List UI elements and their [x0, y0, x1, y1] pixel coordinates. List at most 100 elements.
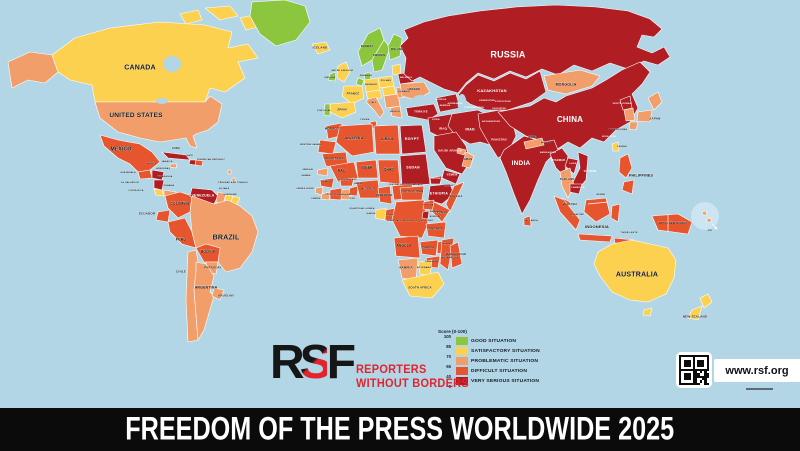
country-niger	[355, 159, 379, 179]
central-asia	[457, 70, 547, 111]
country-cambodia	[569, 183, 583, 195]
japan-hokkaido	[647, 91, 663, 111]
baltic-states	[391, 63, 402, 76]
alpine-region	[365, 89, 383, 100]
country-angola	[393, 235, 421, 259]
fine-print-text	[746, 388, 773, 391]
rsf-letter: R	[270, 336, 305, 389]
country-united-kingdom	[336, 61, 351, 83]
legend-scale-ticks: 100 85 70 55 40 0	[438, 334, 453, 389]
country-western-sahara	[317, 139, 337, 155]
border-borneo	[587, 201, 609, 205]
country-burkina-faso	[339, 177, 355, 187]
country-gabon	[374, 207, 387, 221]
poster-title: FREEDOM OF THE PRESS WORLDWIDE 2025	[125, 411, 675, 447]
country-laos	[564, 157, 579, 175]
fiji-islands	[706, 217, 712, 223]
legend-swatch-problematic	[456, 356, 468, 366]
country-ireland	[327, 71, 337, 82]
legend-label: VERY SERIOUS SITUATION	[471, 378, 540, 384]
country-yemen	[441, 169, 461, 185]
legend: Score (0-100) 100 85 70 55 40 0 GOOD SITUATIO…	[438, 329, 578, 389]
qr-code	[676, 352, 712, 388]
country-brazil	[189, 195, 259, 273]
legend-tick: 0	[448, 384, 451, 389]
legend-tick: 85	[446, 344, 451, 349]
legend-item: SATISFACTORY SITUATION	[456, 346, 578, 356]
legend-item: PROBLEMATIC SITUATION	[456, 356, 578, 366]
country-jamaica	[169, 163, 178, 169]
country-guatemala	[137, 169, 153, 180]
hudson-bay	[163, 56, 181, 72]
legend-item: GOOD SITUATION	[456, 336, 578, 346]
website-url: www.rsf.org	[725, 364, 789, 377]
country-libya	[373, 124, 401, 155]
country-south-sudan	[399, 185, 425, 201]
legend-tick: 55	[446, 364, 451, 369]
country-alaska	[7, 51, 59, 89]
great-lakes	[156, 98, 168, 104]
country-tanzania	[425, 221, 447, 239]
legend-rows: GOOD SITUATION SATISFACTORY SITUATION PROB…	[456, 336, 578, 386]
country-algeria	[335, 123, 375, 157]
indonesia-sulawesi	[610, 203, 621, 223]
lesser-antilles	[231, 177, 236, 183]
legend-tick: 40	[446, 374, 451, 379]
legend-item: VERY SERIOUS SITUATION	[456, 376, 578, 386]
country-iceland	[311, 41, 331, 55]
country-ecuador	[155, 209, 171, 223]
fiji-islands	[701, 210, 708, 216]
country-south-africa	[401, 271, 445, 299]
country-italy	[365, 96, 385, 119]
legend-label: PROBLEMATIC SITUATION	[471, 358, 539, 364]
country-eritrea	[429, 175, 443, 185]
rsf-acronym: RSF	[270, 336, 356, 396]
country-chad	[377, 159, 401, 185]
tasmania	[642, 307, 653, 317]
legend-label: GOOD SITUATION	[471, 338, 517, 344]
black-sea	[412, 95, 430, 105]
arctic-island	[204, 5, 239, 21]
indonesia-sumatra	[553, 195, 581, 231]
legend-tick: 70	[446, 354, 451, 359]
country-greece	[389, 105, 403, 119]
new-zealand-south	[687, 305, 703, 321]
country-guinea	[319, 177, 335, 189]
country-honduras	[151, 169, 165, 181]
country-australia	[593, 239, 677, 303]
country-russia	[399, 4, 671, 94]
country-egypt	[399, 124, 427, 155]
country-portugal	[323, 103, 331, 117]
new-guinea	[651, 213, 693, 235]
country-nigeria	[355, 179, 381, 199]
country-united-states	[94, 95, 223, 149]
indonesia-java	[577, 233, 613, 243]
country-sweden	[371, 39, 391, 73]
country-ghana	[340, 188, 351, 201]
uae-qatar	[456, 147, 467, 156]
rsf-name-line2: WITHOUT BORDERS	[356, 378, 469, 391]
country-dominican-republic	[194, 159, 204, 167]
footer-bar: FREEDOM OF THE PRESS WORLDWIDE 2025	[0, 408, 800, 451]
country-india	[499, 135, 559, 215]
country-nepal	[523, 137, 545, 150]
legend-tick: 100	[443, 334, 451, 339]
japan-kyushu	[628, 121, 639, 131]
country-taiwan	[611, 141, 620, 152]
togo-benin	[348, 185, 359, 197]
legend-swatch-difficult	[456, 366, 468, 376]
country-drc	[391, 199, 429, 239]
legend-label: SATISFACTORY SITUATION	[471, 348, 540, 354]
rsf-name-line1: REPORTERS	[356, 364, 427, 377]
country-oman	[461, 151, 475, 169]
country-greenland	[249, 0, 311, 47]
pacific-inset-circle	[691, 202, 719, 230]
world-map	[0, 0, 800, 410]
country-somalia	[445, 181, 465, 213]
country-cote-divoire	[329, 187, 343, 201]
qr-pattern	[679, 355, 709, 385]
country-madagascar	[449, 241, 463, 269]
country-zambia	[419, 239, 439, 257]
rsf-letter: F	[326, 336, 356, 389]
